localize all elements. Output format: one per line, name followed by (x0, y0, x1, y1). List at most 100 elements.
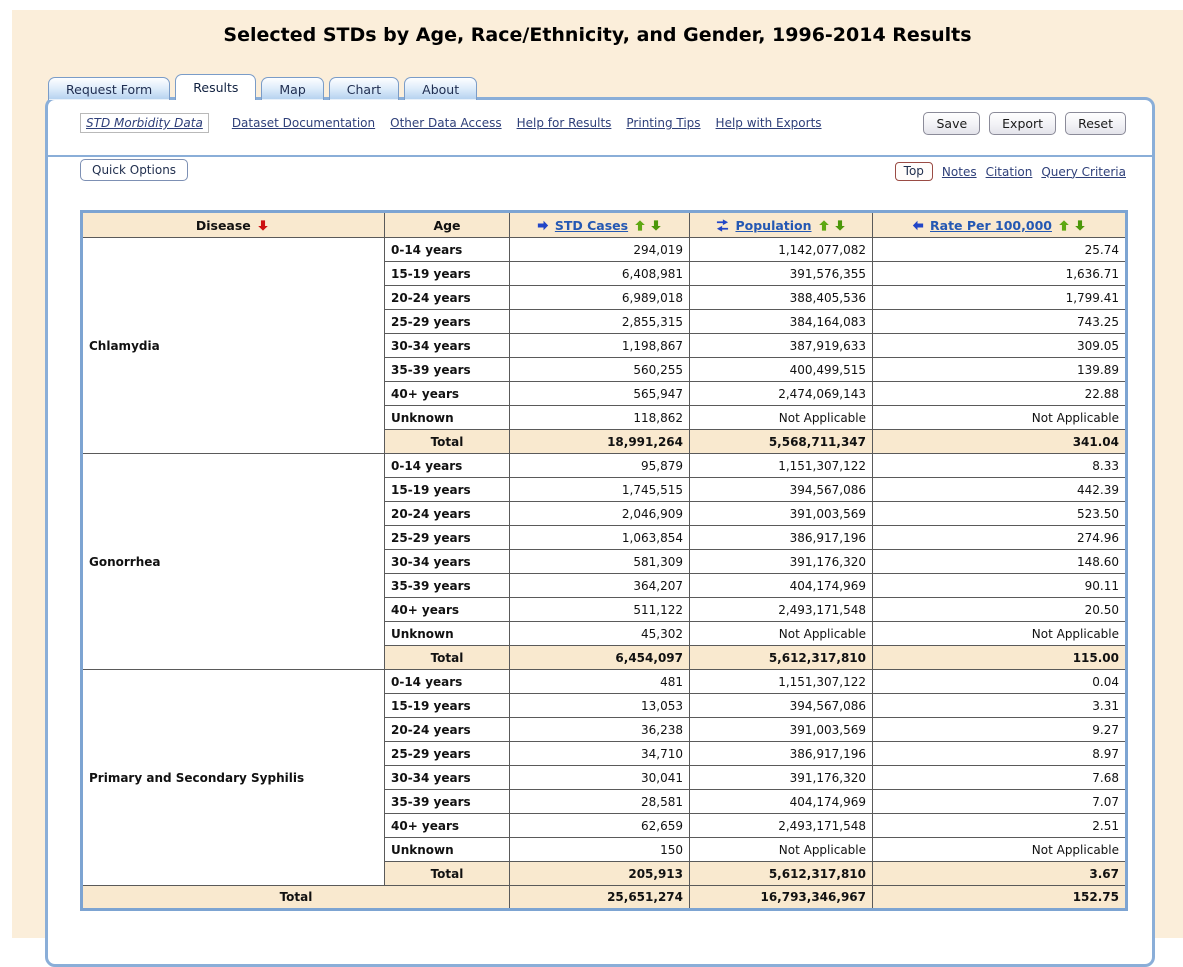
disease-cell-primary-and-secondary-syphilis: Primary and Secondary Syphilis (81, 669, 385, 886)
age-cell: 40+ years (384, 597, 510, 622)
export-button[interactable]: Export (989, 111, 1057, 135)
std-cases-cell: 28,581 (509, 789, 690, 814)
tab-results[interactable]: Results (175, 74, 257, 100)
population-cell: 384,164,083 (689, 309, 873, 334)
tab-map[interactable]: Map (261, 77, 324, 100)
rate-cell: 8.97 (872, 741, 1127, 766)
rate-cell: 7.68 (872, 765, 1127, 790)
toolbar-link-std-morbidity-data[interactable]: STD Morbidity Data (80, 113, 209, 133)
tab-chart[interactable]: Chart (328, 77, 400, 100)
toolbar-buttons: Save Export Reset (923, 111, 1126, 135)
std-cases-cell: 1,745,515 (509, 477, 690, 502)
move-column-left-icon[interactable] (912, 219, 924, 232)
sort-descending-icon[interactable] (1074, 219, 1086, 232)
rate-cell: 523.50 (872, 501, 1127, 526)
column-header-population: Population (689, 211, 873, 238)
age-cell: 30-34 years (384, 549, 510, 574)
rate-cell: 25.74 (872, 237, 1127, 262)
rate-cell: Not Applicable (872, 621, 1127, 646)
std-cases-cell: 150 (509, 837, 690, 862)
toolbar-link-help-for-results[interactable]: Help for Results (516, 116, 612, 130)
age-cell: 35-39 years (384, 357, 510, 382)
disease-total-row: Total 18,991,264 5,568,711,347 341.04 (82, 429, 1127, 454)
column-header-age: Age (384, 211, 510, 238)
population-cell: 394,567,086 (689, 693, 873, 718)
std-cases-cell: 1,198,867 (509, 333, 690, 358)
separator-line (48, 155, 1152, 157)
move-column-right-icon[interactable] (537, 219, 549, 232)
sort-ascending-icon[interactable] (818, 219, 830, 232)
top-button[interactable]: Top (894, 162, 933, 181)
age-cell: 35-39 years (384, 573, 510, 598)
table-row: 35-39 years 364,207 404,174,969 90.11 (82, 573, 1127, 598)
tab-about[interactable]: About (404, 77, 478, 100)
std-cases-cell: 95,879 (509, 453, 690, 478)
toolbar-link-help-with-exports[interactable]: Help with Exports (715, 116, 822, 130)
std-cases-cell: 34,710 (509, 741, 690, 766)
std-cases-cell: 294,019 (509, 237, 690, 262)
std-cases-cell: 62,659 (509, 813, 690, 838)
total-label-cell: Total (384, 645, 510, 670)
grand-total-std-cases-cell: 25,651,274 (509, 885, 690, 910)
std-cases-cell: 13,053 (509, 693, 690, 718)
nav-link-citation[interactable]: Citation (985, 164, 1033, 179)
page-title: Selected STDs by Age, Race/Ethnicity, an… (223, 24, 972, 46)
age-cell: 35-39 years (384, 789, 510, 814)
sort-ascending-icon[interactable] (634, 219, 646, 232)
save-button[interactable]: Save (923, 111, 981, 135)
std-cases-cell: 2,855,315 (509, 309, 690, 334)
total-label-cell: Total (384, 429, 510, 454)
population-cell: 386,917,196 (689, 525, 873, 550)
total-rate-cell: 115.00 (872, 645, 1127, 670)
sort-descending-icon[interactable] (650, 219, 662, 232)
rate-cell: 7.07 (872, 789, 1127, 814)
rate-cell: Not Applicable (872, 405, 1127, 430)
quick-options-button[interactable]: Quick Options (80, 159, 189, 181)
column-link-rate-per-100-000[interactable]: Rate Per 100,000 (930, 217, 1052, 233)
sort-descending-red-icon[interactable] (257, 219, 269, 232)
column-label-age: Age (433, 217, 461, 233)
population-cell: 1,151,307,122 (689, 453, 873, 478)
population-cell: 388,405,536 (689, 285, 873, 310)
toolbar-link-other-data-access[interactable]: Other Data Access (390, 116, 502, 130)
table-row: Unknown 45,302 Not Applicable Not Applicabl… (82, 621, 1127, 646)
std-cases-cell: 36,238 (509, 717, 690, 742)
age-cell: 25-29 years (384, 525, 510, 550)
std-cases-cell: 6,989,018 (509, 285, 690, 310)
move-column-swap-icon[interactable] (716, 218, 729, 232)
rate-cell: 309.05 (872, 333, 1127, 358)
rate-cell: 1,799.41 (872, 285, 1127, 310)
column-link-std-cases[interactable]: STD Cases (554, 217, 629, 233)
toolbar-links: STD Morbidity Data Dataset Documentation O… (80, 113, 837, 133)
std-cases-cell: 511,122 (509, 597, 690, 622)
total-std-cases-cell: 18,991,264 (509, 429, 690, 454)
sort-descending-icon[interactable] (834, 219, 846, 232)
population-cell: 391,003,569 (689, 501, 873, 526)
age-cell: 30-34 years (384, 765, 510, 790)
population-cell: 386,917,196 (689, 741, 873, 766)
rate-cell: 8.33 (872, 453, 1127, 478)
grand-total-rate-cell: 152.75 (872, 885, 1127, 910)
age-cell: 30-34 years (384, 333, 510, 358)
nav-link-query-criteria[interactable]: Query Criteria (1041, 164, 1126, 179)
table-row: 15-19 years 13,053 394,567,086 3.31 (82, 693, 1127, 718)
sort-ascending-icon[interactable] (1058, 219, 1070, 232)
population-cell: 2,474,069,143 (689, 381, 873, 406)
toolbar-link-printing-tips[interactable]: Printing Tips (626, 116, 701, 130)
nav-link-notes[interactable]: Notes (941, 164, 977, 179)
tab-request-form[interactable]: Request Form (48, 77, 171, 100)
table-row: 35-39 years 560,255 400,499,515 139.89 (82, 357, 1127, 382)
results-panel: STD Morbidity Data Dataset Documentation O… (45, 97, 1155, 967)
table-row: 25-29 years 34,710 386,917,196 8.97 (82, 741, 1127, 766)
reset-button[interactable]: Reset (1065, 111, 1126, 135)
toolbar-link-dataset-documentation[interactable]: Dataset Documentation (231, 116, 376, 130)
population-cell: 387,919,633 (689, 333, 873, 358)
age-cell: 0-14 years (384, 237, 510, 262)
column-link-population[interactable]: Population (735, 217, 812, 233)
rate-cell: 2.51 (872, 813, 1127, 838)
table-row: 15-19 years 6,408,981 391,576,355 1,636.71 (82, 261, 1127, 286)
population-cell: 394,567,086 (689, 477, 873, 502)
rate-cell: 9.27 (872, 717, 1127, 742)
disease-total-row: Total 6,454,097 5,612,317,810 115.00 (82, 645, 1127, 670)
results-nav: Top Notes Citation Query Criteria (894, 162, 1126, 181)
